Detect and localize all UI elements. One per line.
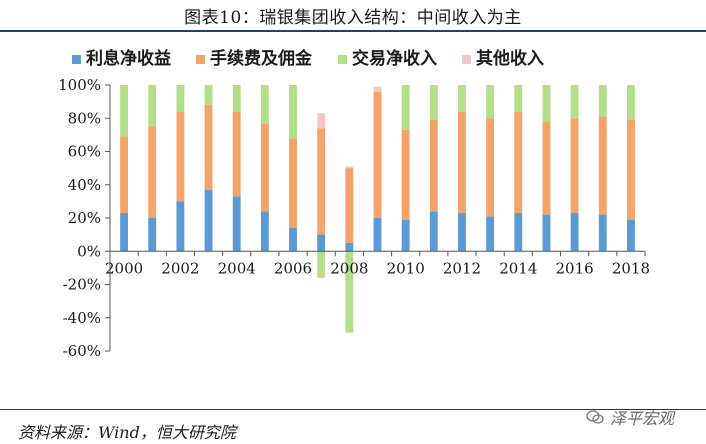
bar-segment [429, 211, 438, 252]
bar-segment [289, 85, 297, 139]
x-tick-label: 2002 [161, 259, 199, 277]
x-tick-label: 2014 [499, 259, 537, 277]
bar-segment [345, 242, 354, 252]
bar-segment [542, 121, 551, 215]
bar-segment [232, 111, 241, 197]
footer-divider [0, 409, 706, 410]
bar-segment [289, 138, 297, 228]
x-tick-label: 2016 [556, 259, 594, 277]
y-tick-label: 60% [68, 143, 101, 161]
legend-label: 手续费及佣金 [210, 48, 313, 69]
bar-segment [542, 214, 551, 252]
bar-segment [570, 118, 579, 214]
x-tick-label: 2018 [612, 259, 650, 277]
legend-swatch [72, 55, 81, 64]
bar-segment [626, 219, 635, 252]
x-tick-label: 2004 [218, 259, 256, 277]
bar-segment [429, 85, 438, 120]
y-tick-label: 0% [77, 242, 101, 260]
bar-segment [345, 166, 354, 169]
x-tick-label: 2010 [387, 259, 425, 277]
bar-segment [598, 214, 607, 252]
bar-segment [458, 85, 466, 112]
bar-segment [260, 123, 269, 212]
bar-segment [486, 118, 495, 217]
bar-segment [626, 85, 635, 120]
bar-segment [570, 85, 579, 119]
y-tick-label: 20% [68, 209, 101, 227]
bar-segment [176, 111, 185, 202]
bar-segment [148, 126, 157, 218]
bar-segment [373, 86, 382, 92]
bar-segment [429, 119, 438, 212]
y-tick-label: -20% [63, 276, 101, 294]
watermark: 泽平宏观 [586, 405, 674, 429]
bar-segment [204, 104, 213, 190]
bar-segment [204, 85, 213, 105]
bar-segment [345, 251, 354, 333]
bar-segment [401, 219, 410, 252]
legend-label: 其他收入 [476, 48, 544, 69]
header [0, 0, 706, 30]
legend-swatch [462, 55, 471, 64]
bar-segment [120, 85, 129, 137]
bar-segment [514, 85, 523, 112]
chart-title: 图表10：瑞银集团收入结构：中间收入为主 [184, 8, 522, 28]
bar-segment [486, 216, 495, 252]
bar-segment [232, 85, 241, 112]
y-tick-label: 80% [68, 109, 101, 127]
bar-segment [120, 136, 129, 214]
bar-segment [176, 85, 185, 112]
bar-segment [598, 85, 607, 117]
bar-segment [204, 189, 213, 252]
bar-segment [148, 218, 157, 252]
bar-segment [289, 227, 297, 252]
legend-label: 利息净收益 [86, 48, 171, 69]
bar-segment [120, 213, 129, 252]
watermark-label: 泽平宏观 [610, 409, 675, 428]
bar-segment [373, 91, 382, 218]
bar-segment [401, 85, 410, 130]
x-tick-label: 2006 [274, 259, 312, 277]
bar-segment [148, 85, 157, 127]
bar-segment [345, 168, 354, 243]
y-tick-label: 100% [58, 76, 101, 94]
wechat-icon [586, 410, 604, 424]
source-note: 资料来源：Wind，恒大研究院 [18, 423, 236, 442]
bar-segment [401, 129, 410, 220]
stacked-bar-chart: 利息净收益 手续费及佣金 交易净收入 其他收入 -60% -40% -20% 0% 20% 40%… [58, 48, 650, 360]
title-divider [0, 30, 706, 32]
bar-segment [542, 85, 551, 122]
bar-segment [458, 111, 466, 214]
bar-segment [317, 251, 326, 278]
x-tick-label: 2012 [443, 259, 481, 277]
bar-segment [570, 213, 579, 252]
bar-segment [317, 128, 326, 235]
y-tick-label: -40% [63, 309, 101, 327]
bar-segment [317, 234, 326, 252]
bar-segment [260, 211, 269, 252]
bar-segment [458, 213, 466, 252]
x-tick-label: 2008 [330, 259, 368, 277]
bar-segment [317, 113, 326, 129]
bar-segment [373, 218, 382, 252]
bar-segment [514, 111, 523, 214]
y-tick-label: 40% [68, 176, 101, 194]
bar-segment [626, 119, 635, 220]
bar-segment [260, 85, 269, 124]
legend-swatch [338, 55, 347, 64]
bar-segment [232, 196, 241, 252]
bar-segment [486, 85, 495, 119]
bar-segment [598, 116, 607, 215]
legend-label: 交易净收入 [352, 48, 437, 69]
bar-segment [514, 213, 523, 252]
y-tick-label: -60% [63, 342, 101, 360]
bar-segment [176, 201, 185, 252]
legend-swatch [196, 55, 205, 64]
x-tick-label: 2000 [105, 259, 143, 277]
